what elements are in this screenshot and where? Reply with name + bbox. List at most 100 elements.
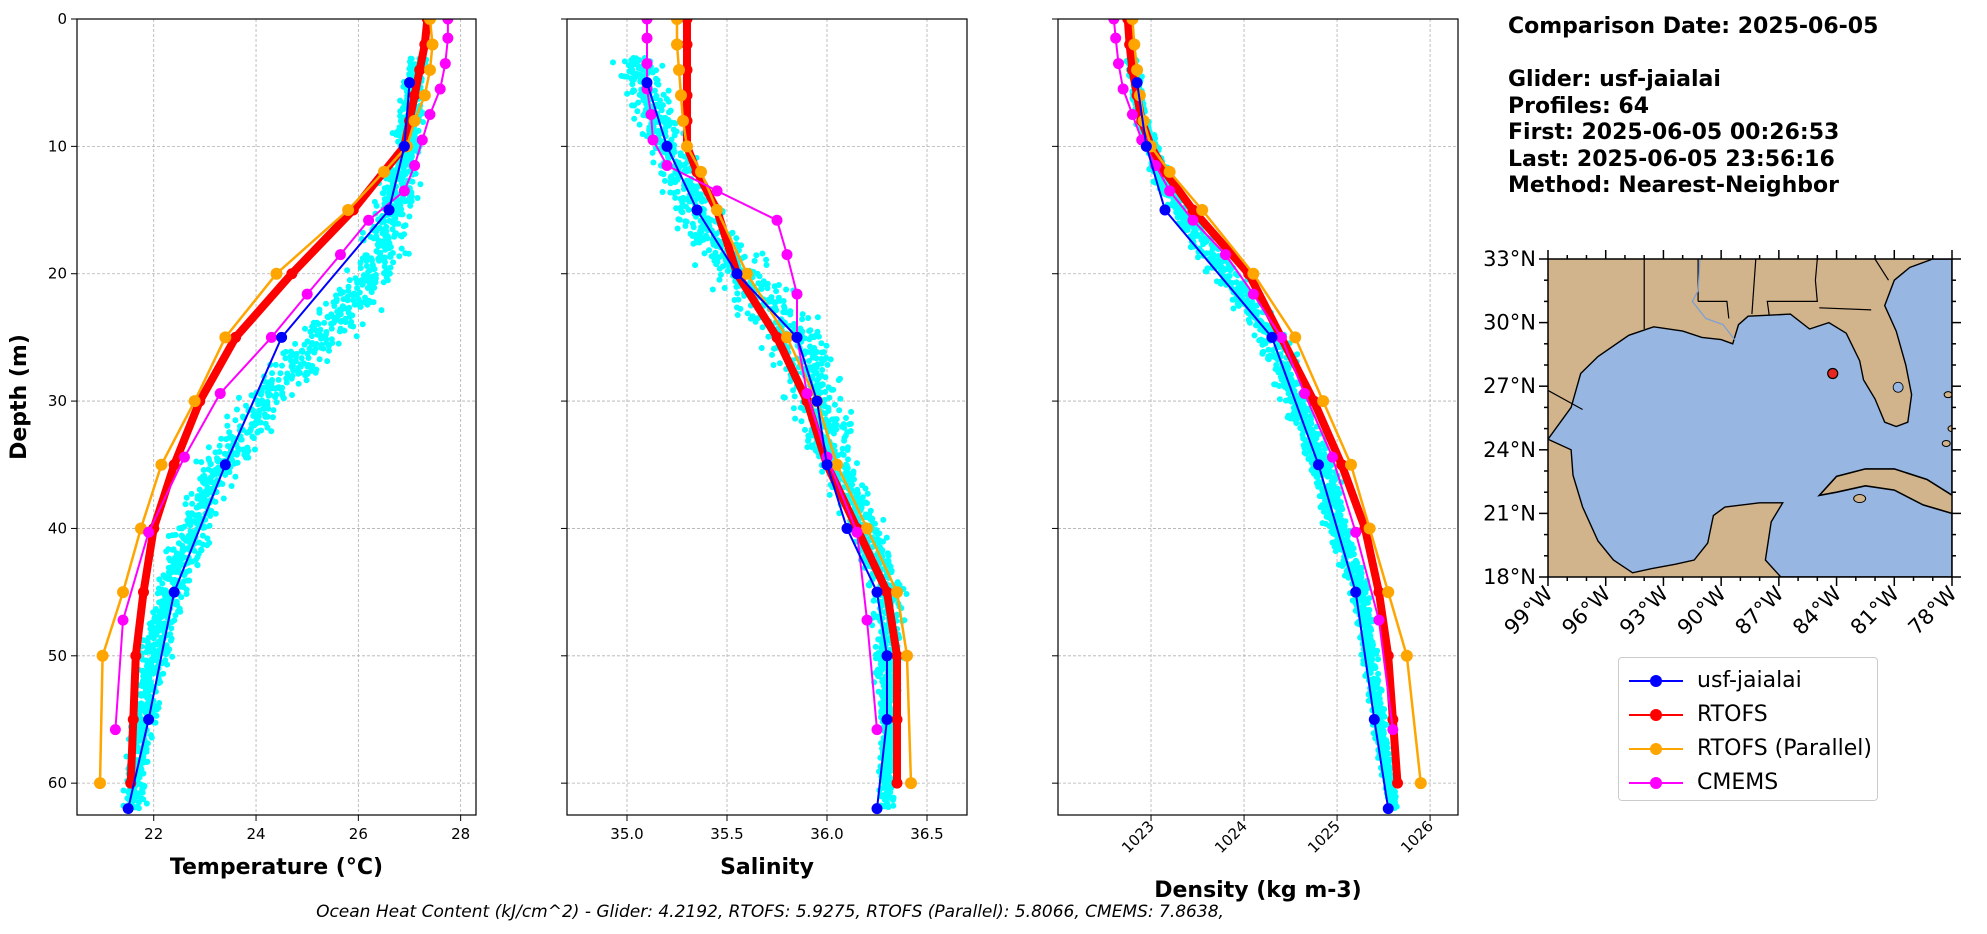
glider-raw-point xyxy=(844,444,851,451)
glider-raw-point xyxy=(162,612,169,619)
series-point xyxy=(771,331,783,343)
glider-raw-point xyxy=(166,555,173,562)
glider-raw-point xyxy=(831,416,838,423)
glider-raw-point xyxy=(1344,537,1351,544)
series-point xyxy=(1387,724,1399,736)
legend-marker-icon xyxy=(1650,675,1662,687)
glider-raw-point xyxy=(822,388,829,395)
glider-raw-point xyxy=(193,458,200,465)
glider-raw-point xyxy=(143,649,150,656)
series-point xyxy=(1108,19,1120,25)
glider-raw-point xyxy=(1387,771,1394,778)
glider-raw-point xyxy=(1354,579,1361,586)
series-point xyxy=(442,32,454,44)
glider-raw-point xyxy=(1307,413,1314,420)
map-lat-label: 30°N xyxy=(1483,311,1536,335)
glider-raw-point xyxy=(1388,793,1395,800)
glider-raw-point xyxy=(780,394,787,401)
glider-raw-point xyxy=(417,181,424,188)
glider-raw-point xyxy=(139,678,146,685)
glider-raw-point xyxy=(821,402,828,409)
glider-raw-point xyxy=(1293,420,1300,427)
glider-raw-point xyxy=(359,321,366,328)
series-point xyxy=(891,777,903,789)
glider-raw-point xyxy=(1358,596,1365,603)
glider-raw-point xyxy=(155,608,162,615)
map-lat-label: 27°N xyxy=(1483,374,1536,398)
glider-raw-point xyxy=(1319,502,1326,509)
series-line xyxy=(127,82,411,809)
glider-raw-point xyxy=(396,132,403,139)
glider-raw-point xyxy=(1305,456,1312,462)
glider-raw-point xyxy=(238,436,245,443)
glider-raw-point xyxy=(1308,420,1315,427)
glider-raw-point xyxy=(1360,605,1367,612)
glider-raw-point xyxy=(273,399,280,406)
glider-raw-point xyxy=(737,305,744,312)
series-line xyxy=(675,19,913,784)
glider-raw-point xyxy=(753,252,760,259)
glider-raw-point xyxy=(1291,409,1298,416)
glider-raw-point xyxy=(1216,264,1223,271)
x-axis-label: Salinity xyxy=(720,855,814,880)
glider-raw-point xyxy=(824,361,831,368)
glider-raw-point xyxy=(851,476,857,483)
glider-raw-point xyxy=(1365,641,1372,648)
glider-raw-point xyxy=(821,349,827,356)
glider-raw-point xyxy=(790,387,797,394)
glider-raw-point xyxy=(1258,336,1265,343)
glider-raw-point xyxy=(631,61,638,68)
glider-raw-point xyxy=(234,406,240,413)
glider-raw-point xyxy=(1297,425,1304,431)
glider-raw-point xyxy=(207,460,214,467)
glider-raw-point xyxy=(182,570,188,577)
glider-raw-point xyxy=(142,668,149,675)
glider-raw-point xyxy=(849,481,856,488)
glider-raw-point xyxy=(721,285,728,291)
legend-marker-icon xyxy=(1650,743,1662,755)
series-point xyxy=(96,649,109,662)
legend-label: RTOFS xyxy=(1697,702,1768,727)
map-lon-label: 90°W xyxy=(1673,581,1731,639)
series-point xyxy=(881,586,893,598)
glider-raw-point xyxy=(136,732,143,739)
glider-raw-point xyxy=(398,245,405,252)
series-point xyxy=(1126,19,1139,25)
series-point xyxy=(442,19,454,25)
glider-raw-point xyxy=(688,188,695,195)
first-time: First: 2025-06-05 00:26:53 xyxy=(1508,120,1840,145)
series-point xyxy=(645,109,657,121)
glider-raw-point xyxy=(854,460,860,467)
x-tick-label: 35.0 xyxy=(610,825,643,843)
glider-raw-point xyxy=(224,422,231,429)
glider-raw-point xyxy=(814,381,821,388)
glider-raw-point xyxy=(392,215,399,222)
glider-raw-point xyxy=(1184,226,1191,233)
glider-raw-point xyxy=(843,461,849,468)
axes-frame xyxy=(1057,18,1459,816)
series-point xyxy=(1164,185,1176,197)
series-point xyxy=(414,64,426,76)
glider-raw-point xyxy=(651,87,658,94)
series-point xyxy=(1308,395,1320,407)
glider-raw-point xyxy=(813,364,819,371)
glider-raw-point xyxy=(353,333,360,340)
ohc-footer: Ocean Heat Content (kJ/cm^2) - Glider: 4… xyxy=(316,902,1224,922)
series-point xyxy=(265,331,277,343)
glider-raw-point xyxy=(884,791,891,798)
glider-raw-point xyxy=(811,334,817,341)
glider-raw-point xyxy=(183,591,190,597)
glider-raw-point xyxy=(1325,482,1332,489)
glider-raw-point xyxy=(668,136,675,143)
glider-raw-point xyxy=(711,257,718,263)
glider-raw-point xyxy=(836,407,843,414)
glider-raw-point xyxy=(1251,332,1258,339)
glider-raw-point xyxy=(147,679,154,686)
glider-raw-point xyxy=(148,684,155,691)
glider-raw-point xyxy=(198,547,205,554)
glider-raw-point xyxy=(136,707,143,714)
glider-raw-point xyxy=(734,290,741,297)
glider-raw-point xyxy=(265,386,272,393)
glider-raw-point xyxy=(195,515,202,521)
series-point xyxy=(416,134,428,146)
